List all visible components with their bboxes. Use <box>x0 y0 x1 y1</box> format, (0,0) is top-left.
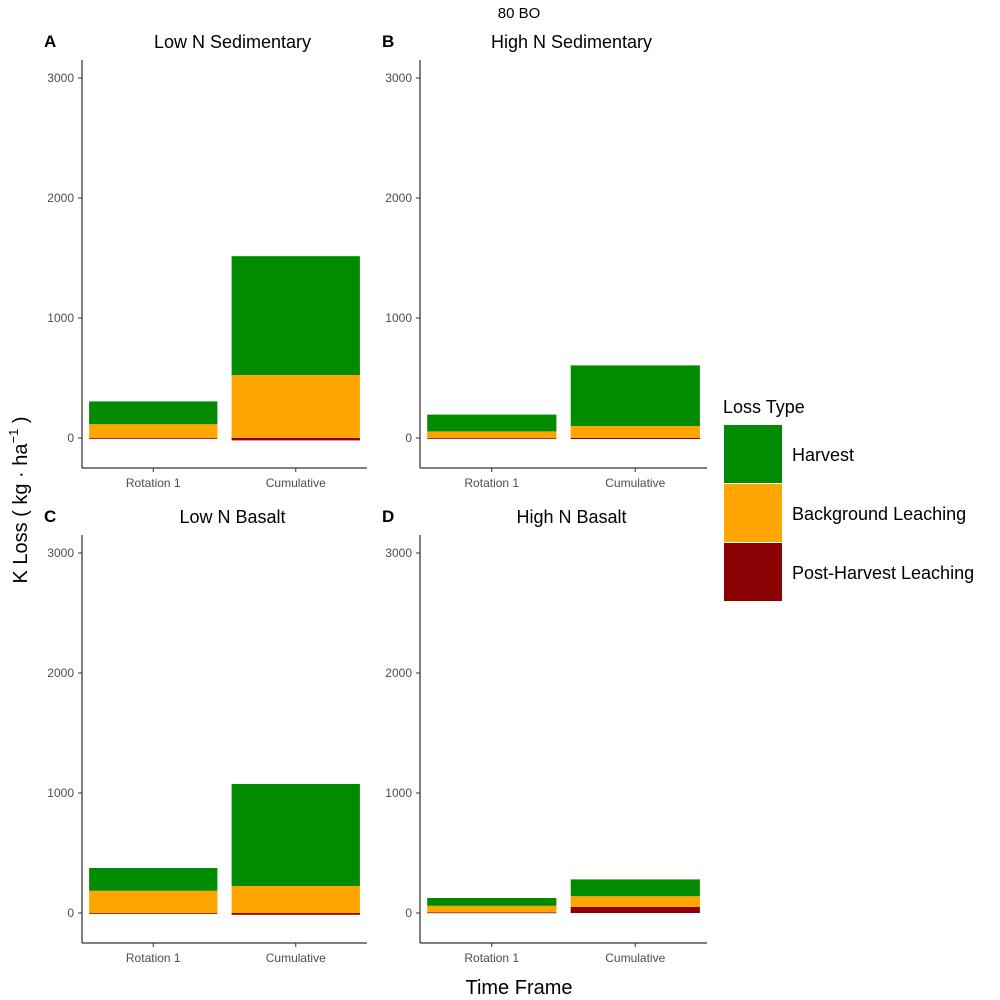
y-axis-label-main: K Loss ( kg · ha <box>10 443 32 584</box>
y-axis-label-exponent: −1 <box>6 429 21 444</box>
bar-d-cumulative-post-harvest-leaching <box>570 907 700 913</box>
bar-c-rotation-1-post-harvest-leaching <box>89 913 218 914</box>
panel-c: C Low N Basalt 0 1000 2000 3000 Rotation 1 Cumu… <box>44 507 367 965</box>
x-tick-label-c: Rotation 1 <box>126 951 181 965</box>
y-tick-label-a: 3000 <box>47 71 74 85</box>
panel-title-d: High N Basalt <box>516 507 626 527</box>
y-tick-label-c: 2000 <box>47 666 74 680</box>
y-tick-label-d: 3000 <box>385 546 412 560</box>
x-tick-label-c: Cumulative <box>266 951 326 965</box>
bar-a-rotation-1-background-leaching <box>89 424 218 438</box>
legend-label-postharvest: Post-Harvest Leaching <box>792 563 974 583</box>
bar-c-rotation-1-harvest <box>89 868 218 891</box>
x-tick-label-d: Cumulative <box>605 951 665 965</box>
bar-c-cumulative-background-leaching <box>231 886 360 913</box>
y-axis-label-close: ) <box>10 416 32 428</box>
legend-title: Loss Type <box>723 397 805 417</box>
y-tick-label-d: 2000 <box>385 666 412 680</box>
panel-letter-d: D <box>382 507 394 526</box>
bar-c-cumulative-harvest <box>231 784 360 886</box>
panel-title-b: High N Sedimentary <box>491 32 652 52</box>
x-tick-label-d: Rotation 1 <box>464 951 519 965</box>
bar-a-rotation-1-harvest <box>89 401 218 425</box>
panels: A Low N Sedimentary 0 1000 2000 3000 Rotation … <box>44 32 707 965</box>
x-tick-label-a: Cumulative <box>266 476 326 490</box>
bar-d-cumulative-harvest <box>570 879 700 897</box>
y-tick-label-a: 0 <box>67 431 74 445</box>
y-tick-label-a: 2000 <box>47 191 74 205</box>
legend: Loss Type Harvest Background Leaching Post… <box>723 397 974 601</box>
x-tick-label-b: Rotation 1 <box>464 476 519 490</box>
y-tick-label-d: 1000 <box>385 786 412 800</box>
y-axis-label: K Loss ( kg · ha−1 ) <box>6 416 32 583</box>
panel-letter-c: C <box>44 507 56 526</box>
panel-letter-b: B <box>382 32 394 51</box>
figure-title: 80 BO <box>498 5 541 22</box>
y-tick-label-b: 1000 <box>385 311 412 325</box>
panel-a: A Low N Sedimentary 0 1000 2000 3000 Rotation … <box>44 32 367 490</box>
bar-b-rotation-1-background-leaching <box>427 431 557 438</box>
bar-c-rotation-1-background-leaching <box>89 890 218 913</box>
bar-b-rotation-1-harvest <box>427 414 557 432</box>
legend-swatch-background <box>724 484 782 542</box>
legend-swatch-harvest <box>724 425 782 483</box>
x-axis-label: Time Frame <box>465 977 572 999</box>
y-tick-label-b: 2000 <box>385 191 412 205</box>
y-tick-label-b: 0 <box>405 431 412 445</box>
x-tick-label-a: Rotation 1 <box>126 476 181 490</box>
y-tick-label-c: 3000 <box>47 546 74 560</box>
panel-title-a: Low N Sedimentary <box>154 32 311 52</box>
bar-b-cumulative-background-leaching <box>570 426 700 438</box>
panel-b: B High N Sedimentary 0 1000 2000 3000 Rotation… <box>382 32 707 490</box>
y-tick-label-d: 0 <box>405 906 412 920</box>
bar-d-rotation-1-harvest <box>427 898 557 906</box>
legend-label-background: Background Leaching <box>792 504 966 524</box>
bar-c-cumulative-post-harvest-leaching <box>231 913 360 915</box>
legend-swatch-postharvest <box>724 543 782 601</box>
y-tick-label-b: 3000 <box>385 71 412 85</box>
bar-b-cumulative-harvest <box>570 365 700 426</box>
bar-a-cumulative-background-leaching <box>231 375 360 438</box>
y-tick-label-c: 1000 <box>47 786 74 800</box>
panel-letter-a: A <box>44 32 56 51</box>
bar-b-cumulative-post-harvest-leaching <box>570 438 700 439</box>
x-tick-label-b: Cumulative <box>605 476 665 490</box>
bar-a-cumulative-harvest <box>231 256 360 375</box>
panel-d: D High N Basalt 0 1000 2000 3000 Rotation 1 Cum… <box>382 507 707 965</box>
bar-b-rotation-1-post-harvest-leaching <box>427 438 557 439</box>
panel-title-c: Low N Basalt <box>179 507 285 527</box>
y-tick-label-a: 1000 <box>47 311 74 325</box>
y-tick-label-c: 0 <box>67 906 74 920</box>
bar-d-rotation-1-post-harvest-leaching <box>427 912 557 914</box>
bar-a-rotation-1-post-harvest-leaching <box>89 438 218 439</box>
bar-d-rotation-1-background-leaching <box>427 905 557 913</box>
legend-label-harvest: Harvest <box>792 445 854 465</box>
bar-a-cumulative-post-harvest-leaching <box>231 438 360 441</box>
bar-d-cumulative-background-leaching <box>570 896 700 907</box>
